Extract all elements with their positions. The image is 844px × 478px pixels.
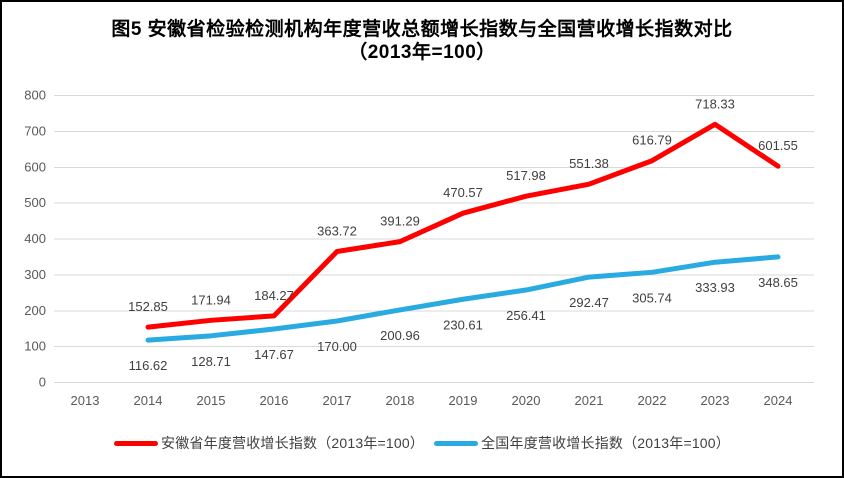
data-label: 116.62 <box>129 358 168 373</box>
x-axis-tick-label: 2014 <box>134 393 163 408</box>
data-label: 128.71 <box>191 354 231 369</box>
data-label: 184.27 <box>254 288 294 303</box>
x-axis-tick-label: 2023 <box>701 393 730 408</box>
x-axis-tick-label: 2016 <box>260 393 289 408</box>
data-label: 391.29 <box>380 214 420 229</box>
y-axis-tick-label: 600 <box>24 159 46 174</box>
data-label: 333.93 <box>695 280 735 295</box>
data-label: 517.98 <box>506 168 546 183</box>
x-axis-tick-label: 2019 <box>449 393 478 408</box>
data-label: 152.85 <box>128 299 168 314</box>
series-line-1 <box>145 254 781 343</box>
legend-line-swatch-red <box>114 440 159 446</box>
legend-label-anhui-index: 安徽省年度营收增长指数（2013年=100） <box>161 435 425 451</box>
legend-line-swatch-blue <box>434 440 479 446</box>
data-label: 256.41 <box>506 308 546 323</box>
legend-item-anhui-index: 安徽省年度营收增长指数（2013年=100） <box>114 433 424 453</box>
data-label: 718.33 <box>695 96 735 111</box>
data-label: 601.55 <box>758 138 798 153</box>
data-label: 230.61 <box>443 317 483 332</box>
y-axis-tick-label: 300 <box>24 267 46 282</box>
x-axis-tick-label: 2015 <box>197 393 226 408</box>
data-label: 200.96 <box>380 328 420 343</box>
data-label: 170.00 <box>317 339 357 354</box>
chart-title: 图5 安徽省检验检测机构年度营收总额增长指数与全国营收增长指数对比 （2013年… <box>2 18 842 64</box>
data-label: 551.38 <box>569 156 609 171</box>
x-axis-tick-label: 2017 <box>323 393 352 408</box>
chart-legend: 安徽省年度营收增长指数（2013年=100） 全国年度营收增长指数（2013年=… <box>2 433 842 453</box>
x-axis-tick-label: 2020 <box>512 393 541 408</box>
x-axis-tick-label: 2024 <box>764 393 793 408</box>
chart-title-line2: （2013年=100） <box>348 42 496 63</box>
y-axis-tick-label: 0 <box>39 375 46 390</box>
legend-item-national-index: 全国年度营收增长指数（2013年=100） <box>434 433 730 453</box>
x-axis-tick-label: 2021 <box>575 393 604 408</box>
x-axis-tick-label: 2018 <box>386 393 415 408</box>
data-label: 363.72 <box>317 224 357 239</box>
data-label: 305.74 <box>632 290 672 305</box>
x-axis-tick-label: 2022 <box>638 393 667 408</box>
legend-label-national-index: 全国年度营收增长指数（2013年=100） <box>481 435 730 451</box>
y-axis-tick-label: 200 <box>24 303 46 318</box>
y-axis-tick-label: 800 <box>24 88 46 103</box>
series-line-0 <box>145 121 781 330</box>
x-axis-tick-label: 2013 <box>71 393 100 408</box>
data-label: 348.65 <box>758 275 798 290</box>
chart-title-line1: 图5 安徽省检验检测机构年度营收总额增长指数与全国营收增长指数对比 <box>111 19 733 40</box>
data-label: 292.47 <box>569 295 609 310</box>
data-label: 616.79 <box>632 133 672 148</box>
data-label: 470.57 <box>443 185 483 200</box>
y-axis-tick-label: 400 <box>24 231 46 246</box>
y-axis-tick-label: 700 <box>24 123 46 138</box>
data-label: 147.67 <box>254 347 294 362</box>
data-label: 171.94 <box>191 292 231 307</box>
y-axis-tick-label: 100 <box>24 339 46 354</box>
y-axis-tick-label: 500 <box>24 195 46 210</box>
